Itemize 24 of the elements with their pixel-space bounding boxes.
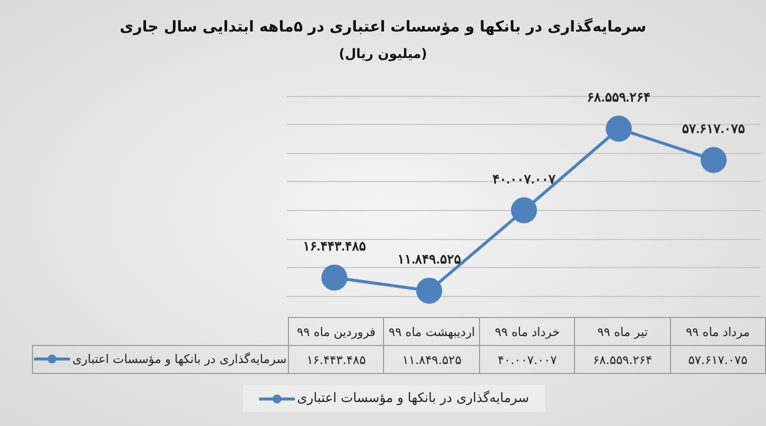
x-tick-label: خرداد ماه ۹۹ <box>480 318 575 346</box>
chart-title: سرمایه‌گذاری در بانکها و مؤسسات اعتباری در ۵ماهه ابتدایی سال جاری <box>120 18 646 36</box>
text: ۵۷.۶۱۷.۰۷۵ <box>682 120 746 136</box>
text: ۱۶.۴۴۳.۴۸۵ <box>302 238 366 254</box>
x-tick-label: اردیبهشت ماه ۹۹ <box>384 318 480 346</box>
x-tick-label: تیر ماه ۹۹ <box>574 318 670 346</box>
point <box>606 116 632 142</box>
point <box>416 278 442 304</box>
data-label: ۵۷.۶۱۷.۰۷۵ <box>670 346 766 374</box>
x-tick-label: مرداد ماه ۹۹ <box>670 318 766 346</box>
data-label: ۴۰.۰۰۷.۰۰۷ <box>480 346 575 374</box>
data-label: ۱۶.۴۴۳.۴۸۵ <box>288 346 384 374</box>
legend-label: سرمایه‌گذاری در بانکها و مؤسسات اعتباری <box>72 352 287 366</box>
text: سرمایه‌گذاری در بانکها و مؤسسات اعتباری <box>297 391 529 406</box>
data-label: ۶۸.۵۵۹.۲۶۴ <box>574 346 670 374</box>
point <box>511 197 537 224</box>
text: ۱۱.۸۴۹.۵۲۵ <box>398 252 461 267</box>
chart-subtitle: (میلیون ریال) <box>338 47 428 62</box>
x-tick-label: فروردین ماه ۹۹ <box>288 318 384 346</box>
point <box>321 264 348 291</box>
text: ۶۸.۵۵۹.۲۶۴ <box>587 90 650 105</box>
text: ۴۰.۰۰۷.۰۰۷ <box>492 171 556 186</box>
data-label: ۱۱.۸۴۹.۵۲۵ <box>384 346 480 374</box>
point <box>700 146 727 173</box>
